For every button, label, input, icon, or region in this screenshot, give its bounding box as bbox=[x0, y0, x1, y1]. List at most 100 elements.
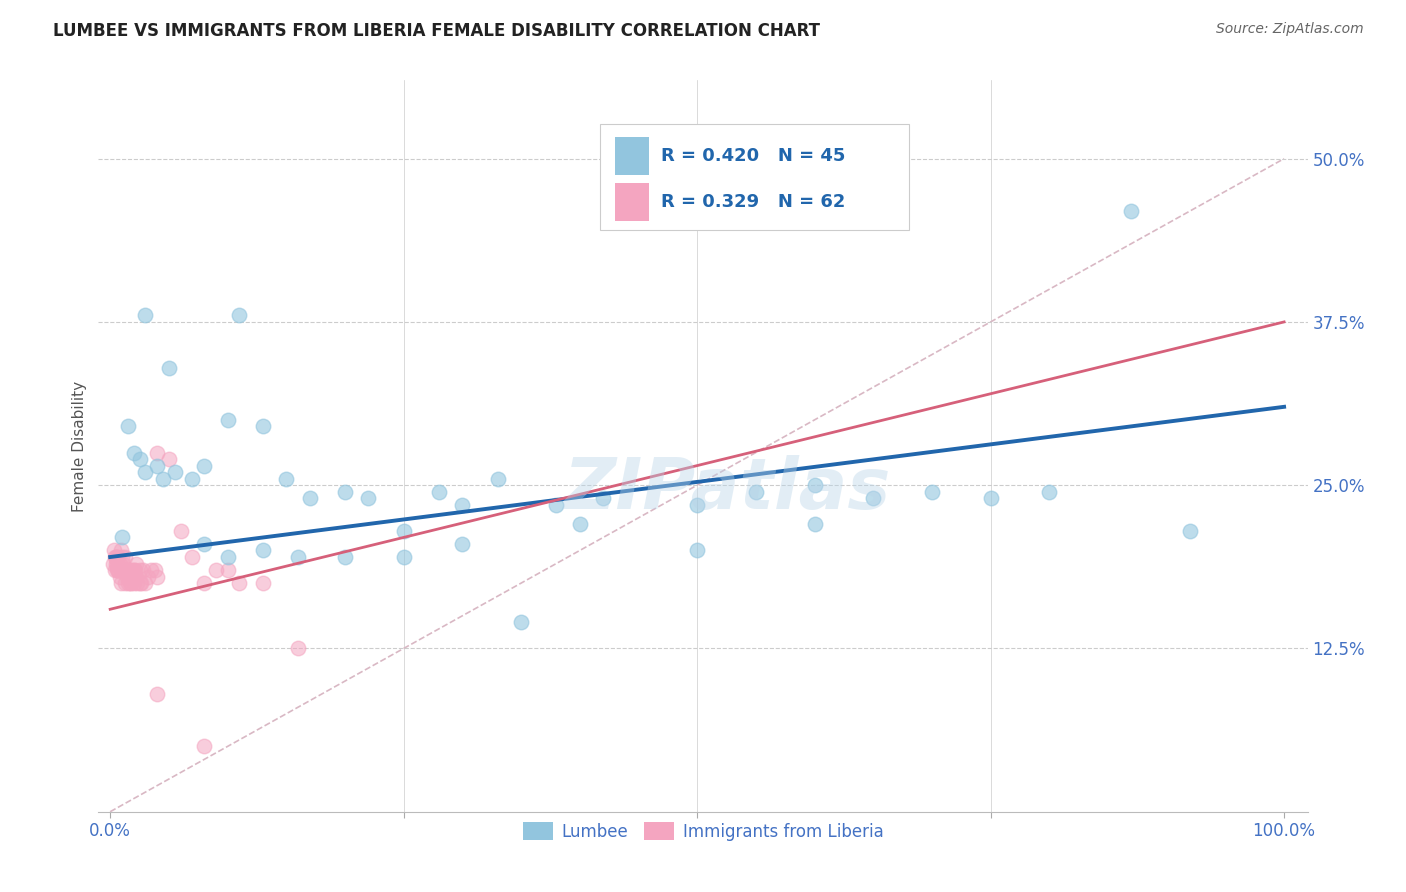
Point bbox=[122, 445, 145, 459]
Point bbox=[298, 491, 321, 506]
Point bbox=[120, 563, 142, 577]
Text: R = 0.329   N = 62: R = 0.329 N = 62 bbox=[661, 193, 845, 211]
Point bbox=[112, 557, 135, 571]
Text: LUMBEE VS IMMIGRANTS FROM LIBERIA FEMALE DISABILITY CORRELATION CHART: LUMBEE VS IMMIGRANTS FROM LIBERIA FEMALE… bbox=[53, 22, 821, 40]
Point bbox=[252, 576, 274, 591]
FancyBboxPatch shape bbox=[600, 124, 908, 230]
Point bbox=[112, 563, 135, 577]
Point bbox=[107, 549, 129, 564]
Point bbox=[105, 557, 128, 571]
Point bbox=[152, 472, 174, 486]
Point bbox=[104, 563, 127, 577]
Point bbox=[862, 491, 884, 506]
Point bbox=[217, 413, 239, 427]
Point bbox=[146, 687, 169, 701]
Point bbox=[169, 524, 191, 538]
Point bbox=[134, 576, 156, 591]
Point bbox=[686, 543, 709, 558]
Point bbox=[451, 537, 474, 551]
Point bbox=[124, 563, 146, 577]
Point bbox=[122, 563, 145, 577]
Point bbox=[146, 458, 169, 473]
Point bbox=[114, 576, 136, 591]
Point bbox=[110, 563, 132, 577]
Point bbox=[117, 576, 139, 591]
Point bbox=[143, 563, 166, 577]
Point bbox=[287, 549, 309, 564]
Point bbox=[333, 484, 356, 499]
Point bbox=[204, 563, 226, 577]
Point bbox=[228, 576, 250, 591]
Point bbox=[1180, 524, 1202, 538]
Point bbox=[228, 309, 250, 323]
Point bbox=[157, 360, 180, 375]
Text: R = 0.420   N = 45: R = 0.420 N = 45 bbox=[661, 147, 845, 165]
Point bbox=[392, 549, 415, 564]
Point bbox=[111, 549, 134, 564]
Point bbox=[107, 563, 129, 577]
Point bbox=[101, 557, 124, 571]
Point bbox=[108, 557, 131, 571]
Point bbox=[803, 478, 825, 492]
Point bbox=[122, 576, 145, 591]
Point bbox=[1121, 203, 1143, 218]
Bar bbox=[614, 183, 648, 220]
Point bbox=[510, 615, 533, 630]
Point bbox=[252, 419, 274, 434]
Point bbox=[105, 549, 128, 564]
Point bbox=[128, 452, 150, 467]
Point bbox=[117, 563, 139, 577]
Point bbox=[921, 484, 943, 499]
Point bbox=[120, 576, 142, 591]
Point bbox=[392, 524, 415, 538]
Point bbox=[451, 498, 474, 512]
Point bbox=[287, 641, 309, 656]
Point bbox=[193, 739, 215, 754]
Point bbox=[134, 309, 156, 323]
Point bbox=[111, 563, 134, 577]
Point bbox=[118, 569, 141, 583]
Point bbox=[132, 563, 155, 577]
Point bbox=[121, 569, 143, 583]
Point bbox=[105, 549, 128, 564]
Point bbox=[980, 491, 1002, 506]
Text: ZIPatlas: ZIPatlas bbox=[564, 456, 891, 524]
Point bbox=[217, 549, 239, 564]
Point bbox=[193, 576, 215, 591]
Point bbox=[157, 452, 180, 467]
Point bbox=[121, 563, 143, 577]
Point bbox=[128, 563, 150, 577]
Point bbox=[134, 465, 156, 479]
Point bbox=[592, 491, 614, 506]
Point bbox=[1038, 484, 1060, 499]
Legend: Lumbee, Immigrants from Liberia: Lumbee, Immigrants from Liberia bbox=[516, 816, 890, 847]
Point bbox=[546, 498, 568, 512]
Point bbox=[181, 472, 204, 486]
Point bbox=[107, 563, 129, 577]
Point bbox=[146, 445, 169, 459]
Point bbox=[745, 484, 768, 499]
Point bbox=[127, 576, 149, 591]
Point bbox=[568, 517, 591, 532]
Point bbox=[128, 576, 150, 591]
Point bbox=[111, 530, 134, 544]
Point bbox=[193, 458, 215, 473]
Point bbox=[129, 576, 152, 591]
Point bbox=[193, 537, 215, 551]
Point bbox=[125, 569, 148, 583]
Point bbox=[163, 465, 186, 479]
Point bbox=[803, 517, 825, 532]
Point bbox=[217, 563, 239, 577]
Point bbox=[486, 472, 509, 486]
Point bbox=[141, 563, 163, 577]
Point bbox=[333, 549, 356, 564]
Point bbox=[117, 563, 139, 577]
Bar bbox=[614, 137, 648, 176]
Point bbox=[427, 484, 450, 499]
Text: Source: ZipAtlas.com: Source: ZipAtlas.com bbox=[1216, 22, 1364, 37]
Point bbox=[125, 557, 148, 571]
Point bbox=[112, 563, 135, 577]
Point bbox=[136, 569, 159, 583]
Y-axis label: Female Disability: Female Disability bbox=[72, 380, 87, 512]
Point bbox=[686, 498, 709, 512]
